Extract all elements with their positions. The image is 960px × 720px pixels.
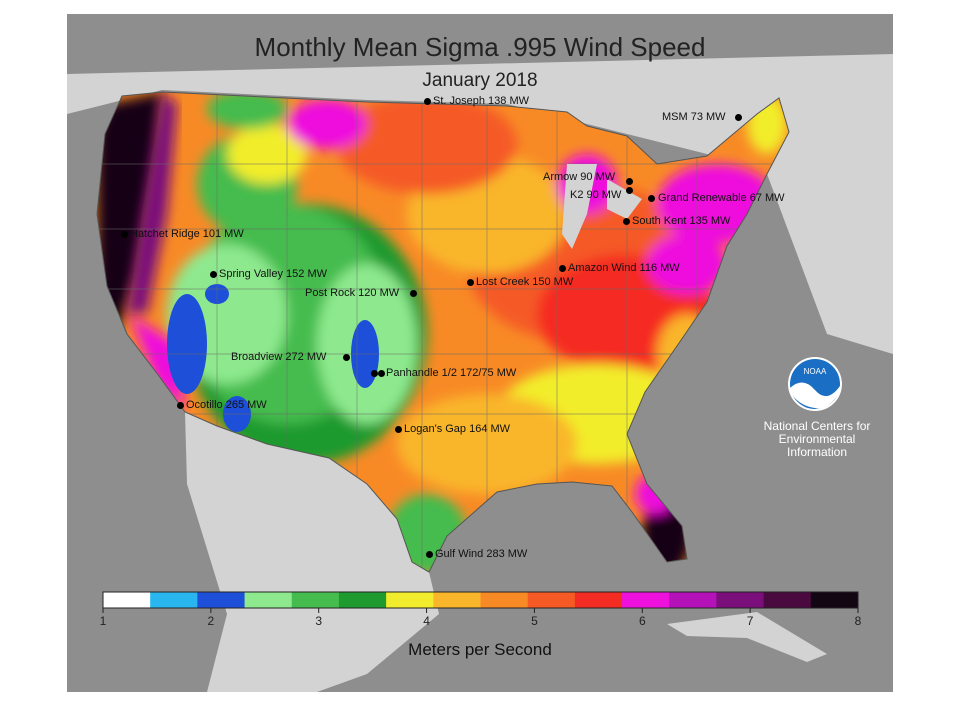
us-outline <box>96 91 790 573</box>
great-lakes <box>562 164 642 249</box>
wind-farm-marker <box>121 231 128 238</box>
wind-farm-label: Panhandle 1/2 172/75 MW <box>386 367 517 379</box>
wind-farm-marker <box>343 354 350 361</box>
legend-swatch <box>527 592 576 608</box>
wind-farm-label: MSM 73 MW <box>662 111 726 123</box>
wind-farm-label: Broadview 272 MW <box>231 351 327 363</box>
legend-swatch <box>716 592 765 608</box>
legend-swatch <box>622 592 670 608</box>
noaa-logo-text: NOAA <box>804 367 827 376</box>
wind-farm-marker <box>559 265 566 272</box>
ncei-line-3: Information <box>786 445 848 459</box>
wind-farm-label: St. Joseph 138 MW <box>433 95 529 107</box>
legend-swatch <box>338 592 387 608</box>
wind-farm-label: Hatchet Ridge 101 MW <box>130 228 244 240</box>
wind-farm-marker <box>177 402 184 409</box>
noaa-logo: NOAA <box>788 357 842 411</box>
legend-swatch <box>103 592 151 608</box>
wind-farm-marker <box>626 187 633 194</box>
wind-farm-marker <box>371 370 378 377</box>
legend-frame <box>102 591 859 609</box>
legend-ticks: 1 2 3 4 5 6 7 8 <box>100 608 862 628</box>
wind-farm-marker <box>210 271 217 278</box>
map-subtitle: January 2018 <box>422 70 538 91</box>
wind-farm-label: K2 90 MW <box>570 189 622 201</box>
map-title: Monthly Mean Sigma .995 Wind Speed <box>254 32 706 62</box>
cuba-land <box>667 612 827 662</box>
wind-speed-map <box>67 54 893 692</box>
legend-tick-label: 4 <box>423 614 430 628</box>
legend-swatch <box>433 592 481 608</box>
canada-land <box>67 54 893 354</box>
legend-tick-label: 6 <box>639 614 646 628</box>
wind-farm-marker <box>623 218 630 225</box>
wind-farm-label: Spring Valley 152 MW <box>219 268 328 280</box>
legend-tick-label: 8 <box>855 614 862 628</box>
wind-farm-marker <box>395 426 402 433</box>
mexico-land <box>185 412 439 692</box>
legend-tick-label: 3 <box>315 614 322 628</box>
wind-farm-label: Logan's Gap 164 MW <box>404 423 511 435</box>
wind-farm-label: Amazon Wind 116 MW <box>568 262 680 274</box>
legend-swatch <box>150 592 198 608</box>
wind-farm-label: South Kent 135 MW <box>632 215 731 227</box>
legend-swatch <box>574 592 623 608</box>
legend-swatch <box>291 592 340 608</box>
legend-tick-label: 5 <box>531 614 538 628</box>
ncei-line-1: National Centers for <box>763 419 871 433</box>
wind-farm-marker <box>378 370 385 377</box>
color-legend: 1 2 3 4 5 6 7 8 <box>100 591 862 628</box>
wind-farm-label: Ocotillo 265 MW <box>186 399 267 411</box>
legend-swatches <box>103 592 859 608</box>
ncei-line-2: Environmental <box>778 432 856 446</box>
wind-farm-marker <box>626 178 633 185</box>
wind-farm-marker <box>410 290 417 297</box>
legend-swatch <box>386 592 434 608</box>
wind-farm-marker <box>424 98 431 105</box>
ncei-caption: National Centers for Environmental Infor… <box>755 420 879 459</box>
wind-farm-marker <box>648 195 655 202</box>
wind-farm-marker <box>735 114 742 121</box>
wind-farm-label: Armow 90 MW <box>543 171 616 183</box>
legend-swatch <box>810 592 859 608</box>
wind-farm-label: Grand Renewable 67 MW <box>658 192 785 204</box>
wind-farm-marker <box>467 279 474 286</box>
legend-tick-label: 1 <box>100 614 107 628</box>
legend-tick-label: 7 <box>747 614 754 628</box>
legend-tick-label: 2 <box>208 614 215 628</box>
wind-farm-marker <box>426 551 433 558</box>
legend-swatch <box>480 592 529 608</box>
legend-swatch <box>197 592 246 608</box>
legend-swatch <box>763 592 812 608</box>
wind-farm-label: Gulf Wind 283 MW <box>435 548 528 560</box>
wind-farm-label: Lost Creek 150 MW <box>476 276 574 288</box>
wind-farm-label: Post Rock 120 MW <box>305 287 400 299</box>
legend-swatch <box>244 592 293 608</box>
map-frame: Monthly Mean Sigma .995 Wind Speed Janua… <box>67 14 893 692</box>
legend-swatch <box>669 592 717 608</box>
legend-title: Meters per Second <box>408 640 552 659</box>
